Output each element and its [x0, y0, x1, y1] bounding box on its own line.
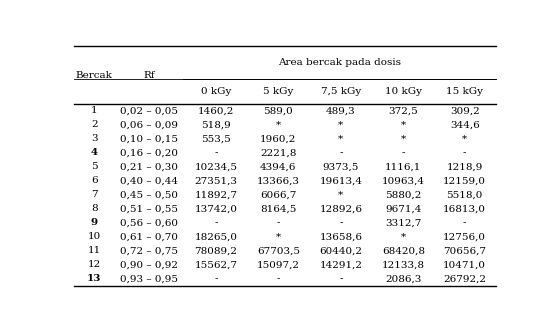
Text: 3312,7: 3312,7 [385, 218, 422, 227]
Text: 10234,5: 10234,5 [194, 162, 237, 171]
Text: -: - [214, 274, 217, 284]
Text: 0,90 – 0,92: 0,90 – 0,92 [120, 260, 178, 269]
Text: 1218,9: 1218,9 [447, 162, 483, 171]
Text: *: * [338, 190, 343, 199]
Text: -: - [277, 218, 280, 227]
Text: 19613,4: 19613,4 [320, 176, 362, 185]
Text: 13366,3: 13366,3 [257, 176, 300, 185]
Text: *: * [338, 120, 343, 129]
Text: 7: 7 [91, 190, 98, 199]
Text: 518,9: 518,9 [201, 120, 231, 129]
Text: -: - [214, 148, 217, 157]
Text: 11892,7: 11892,7 [194, 190, 237, 199]
Text: *: * [401, 134, 406, 143]
Text: 78089,2: 78089,2 [194, 246, 237, 255]
Text: *: * [401, 232, 406, 241]
Text: 2221,8: 2221,8 [260, 148, 296, 157]
Text: 5518,0: 5518,0 [447, 190, 483, 199]
Text: 14291,2: 14291,2 [320, 260, 362, 269]
Text: 26792,2: 26792,2 [443, 274, 486, 284]
Text: 12892,6: 12892,6 [320, 204, 362, 213]
Text: 16813,0: 16813,0 [443, 204, 486, 213]
Text: 0,10 – 0,15: 0,10 – 0,15 [120, 134, 178, 143]
Text: *: * [401, 120, 406, 129]
Text: 12159,0: 12159,0 [443, 176, 486, 185]
Text: 68420,8: 68420,8 [382, 246, 425, 255]
Text: -: - [277, 274, 280, 284]
Text: -: - [463, 148, 466, 157]
Text: 70656,7: 70656,7 [443, 246, 486, 255]
Text: 0 kGy: 0 kGy [201, 87, 231, 96]
Text: Area bercak pada dosis: Area bercak pada dosis [278, 58, 401, 67]
Text: 2086,3: 2086,3 [385, 274, 422, 284]
Text: 0,45 – 0,50: 0,45 – 0,50 [120, 190, 178, 199]
Text: *: * [276, 120, 281, 129]
Text: 9: 9 [91, 218, 98, 227]
Text: 15097,2: 15097,2 [257, 260, 300, 269]
Text: 0,56 – 0,60: 0,56 – 0,60 [120, 218, 178, 227]
Text: 60440,2: 60440,2 [320, 246, 362, 255]
Text: 13742,0: 13742,0 [194, 204, 237, 213]
Text: 15562,7: 15562,7 [194, 260, 237, 269]
Text: -: - [214, 218, 217, 227]
Text: 10963,4: 10963,4 [382, 176, 425, 185]
Text: 489,3: 489,3 [326, 106, 355, 115]
Text: 4394,6: 4394,6 [260, 162, 296, 171]
Text: 27351,3: 27351,3 [194, 176, 237, 185]
Text: 12133,8: 12133,8 [382, 260, 425, 269]
Text: -: - [339, 274, 343, 284]
Text: 309,2: 309,2 [450, 106, 480, 115]
Text: *: * [276, 232, 281, 241]
Text: -: - [401, 148, 405, 157]
Text: 12756,0: 12756,0 [443, 232, 486, 241]
Text: *: * [338, 134, 343, 143]
Text: 11: 11 [88, 246, 101, 255]
Text: 0,93 – 0,95: 0,93 – 0,95 [120, 274, 178, 284]
Text: 0,06 – 0,09: 0,06 – 0,09 [120, 120, 178, 129]
Text: 13658,6: 13658,6 [320, 232, 362, 241]
Text: 1460,2: 1460,2 [198, 106, 234, 115]
Text: 6: 6 [91, 176, 98, 185]
Text: 0,02 – 0,05: 0,02 – 0,05 [120, 106, 178, 115]
Text: 589,0: 589,0 [263, 106, 293, 115]
Text: 18265,0: 18265,0 [194, 232, 237, 241]
Text: 9373,5: 9373,5 [323, 162, 359, 171]
Text: *: * [462, 134, 467, 143]
Text: -: - [339, 148, 343, 157]
Text: 67703,5: 67703,5 [257, 246, 300, 255]
Text: 5: 5 [91, 162, 98, 171]
Text: 8164,5: 8164,5 [260, 204, 296, 213]
Text: 0,40 – 0,44: 0,40 – 0,44 [120, 176, 178, 185]
Text: 12: 12 [88, 260, 101, 269]
Text: 0,21 – 0,30: 0,21 – 0,30 [120, 162, 178, 171]
Text: -: - [339, 218, 343, 227]
Text: 0,16 – 0,20: 0,16 – 0,20 [120, 148, 178, 157]
Text: 1116,1: 1116,1 [385, 162, 422, 171]
Text: 10471,0: 10471,0 [443, 260, 486, 269]
Text: 1: 1 [91, 106, 98, 115]
Text: 15 kGy: 15 kGy [446, 87, 483, 96]
Text: 6066,7: 6066,7 [260, 190, 296, 199]
Text: 344,6: 344,6 [450, 120, 480, 129]
Text: 553,5: 553,5 [201, 134, 231, 143]
Text: 5 kGy: 5 kGy [263, 87, 294, 96]
Text: 4: 4 [91, 148, 98, 157]
Text: 8: 8 [91, 204, 98, 213]
Text: 10 kGy: 10 kGy [385, 87, 422, 96]
Text: 2: 2 [91, 120, 98, 129]
Text: 7,5 kGy: 7,5 kGy [321, 87, 361, 96]
Text: 9671,4: 9671,4 [385, 204, 422, 213]
Text: -: - [463, 218, 466, 227]
Text: Bercak: Bercak [76, 71, 113, 80]
Text: 5880,2: 5880,2 [385, 190, 422, 199]
Text: 0,72 – 0,75: 0,72 – 0,75 [120, 246, 178, 255]
Text: 1960,2: 1960,2 [260, 134, 296, 143]
Text: 372,5: 372,5 [389, 106, 418, 115]
Text: 3: 3 [91, 134, 98, 143]
Text: 10: 10 [88, 232, 101, 241]
Text: 0,61 – 0,70: 0,61 – 0,70 [120, 232, 178, 241]
Text: 13: 13 [87, 274, 102, 284]
Text: 0,51 – 0,55: 0,51 – 0,55 [120, 204, 178, 213]
Text: Rf: Rf [143, 71, 155, 80]
